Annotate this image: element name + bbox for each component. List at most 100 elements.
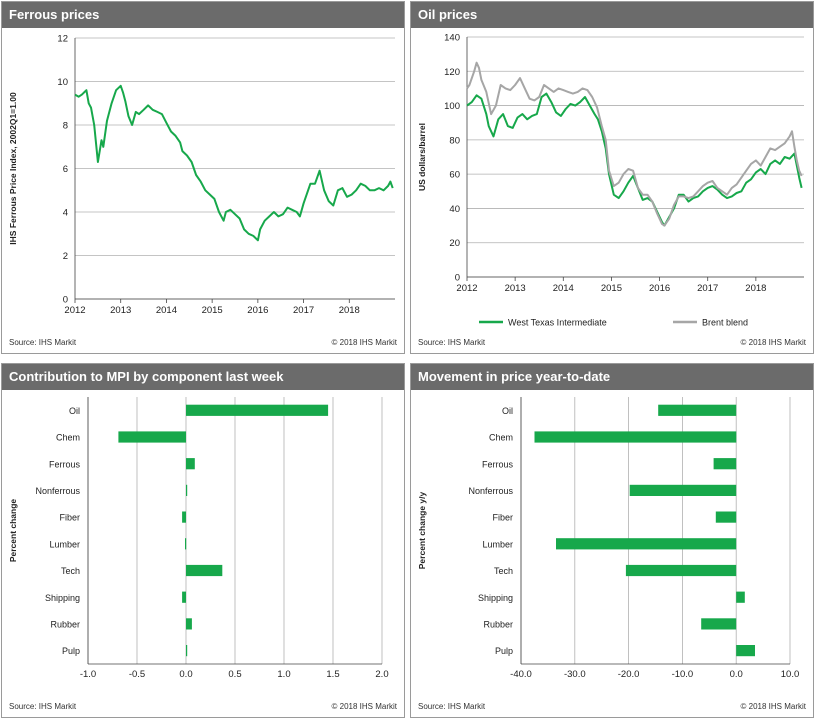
y-tick-label: 20	[449, 238, 460, 249]
copyright-note: © 2018 IHS Markit	[331, 702, 397, 711]
bar	[713, 458, 737, 470]
x-tick-label: 2015	[202, 305, 223, 316]
x-tick-label: 0.0	[730, 669, 743, 680]
panel-title: Contribution to MPI by component last we…	[2, 364, 404, 390]
bar	[556, 538, 737, 550]
category-label: Rubber	[50, 619, 80, 629]
ferrous-prices-panel: Ferrous prices 0 2 4 6 8 10 12 2012 2013 2014 2015…	[1, 1, 405, 354]
legend-label: West Texas Intermediate	[508, 318, 607, 328]
copyright-note: © 2018 IHS Markit	[740, 338, 806, 347]
category-label: Fiber	[59, 513, 80, 523]
x-tick-label: -1.0	[80, 669, 96, 680]
source-note: Source: IHS Markit	[418, 702, 486, 711]
x-tick-label: 2012	[456, 283, 477, 294]
category-label: Pulp	[62, 646, 80, 656]
movement-chart: -40.0 -30.0 -20.0 -10.0 0.0 10.0 Oil Chem Ferrou…	[417, 397, 800, 680]
bar	[186, 645, 188, 657]
category-label: Oil	[502, 406, 513, 416]
x-tick-label: 2012	[64, 305, 85, 316]
x-tick-label: 2014	[156, 305, 177, 316]
bar	[186, 404, 329, 416]
x-tick-label: 2013	[505, 283, 526, 294]
y-tick-label: 0	[63, 295, 68, 306]
category-label: Oil	[69, 406, 80, 416]
series-line	[74, 84, 394, 242]
x-tick-label: 2015	[601, 283, 622, 294]
x-tick-label: 2016	[649, 283, 670, 294]
category-label: Ferrous	[49, 459, 81, 469]
category-label: Nonferrous	[468, 486, 513, 496]
y-tick-label: 60	[449, 170, 460, 181]
category-label: Shipping	[478, 593, 513, 603]
x-tick-label: 10.0	[781, 669, 800, 680]
bar	[186, 618, 192, 630]
bar	[701, 618, 737, 630]
bar	[658, 404, 737, 416]
source-note: Source: IHS Markit	[9, 338, 77, 347]
movement-panel: Movement in price year-to-date -40.0 -30.…	[410, 363, 814, 718]
x-tick-label: 2014	[553, 283, 574, 294]
y-tick-label: 140	[444, 33, 460, 44]
oil-chart: 0 20 40 60 80 100 120 140 2012 2013 2014 2015 2016 20…	[417, 33, 804, 328]
bar	[736, 645, 755, 657]
bar	[118, 431, 186, 443]
y-tick-label: 2	[63, 251, 68, 262]
y-tick-label: 120	[444, 67, 460, 78]
x-tick-label: 2017	[697, 283, 718, 294]
y-tick-label: 4	[63, 208, 68, 219]
ferrous-chart: 0 2 4 6 8 10 12 2012 2013 2014 2015 2016 2017 2018 IHS…	[8, 34, 395, 316]
x-tick-label: -30.0	[564, 669, 586, 680]
contribution-chart: -1.0 -0.5 0.0 0.5 1.0 1.5 2.0 Oil Chem Ferrous Non…	[8, 397, 389, 680]
category-label: Lumber	[482, 539, 513, 549]
x-tick-label: 2018	[339, 305, 360, 316]
y-axis-title: IHS Ferrous Price Index, 2002Q1=1.00	[8, 92, 18, 245]
category-label: Tech	[494, 566, 513, 576]
series-line	[466, 92, 803, 227]
y-axis-title: Percent change y/y	[417, 491, 427, 569]
category-label: Rubber	[483, 619, 513, 629]
bar	[182, 591, 186, 603]
x-tick-label: 2018	[745, 283, 766, 294]
oil-prices-panel: Oil prices 0 20 40 60 80 100 120 140 2012 2013 201…	[410, 1, 814, 354]
y-tick-label: 12	[57, 34, 68, 45]
category-label: Pulp	[495, 646, 513, 656]
y-tick-label: 8	[63, 121, 68, 132]
copyright-note: © 2018 IHS Markit	[331, 338, 397, 347]
y-axis-title: US dollars/barrel	[417, 123, 427, 191]
series-line	[466, 61, 803, 227]
legend-label: Brent blend	[702, 318, 748, 328]
bar	[185, 538, 187, 550]
bar	[186, 484, 188, 496]
x-tick-label: 2017	[293, 305, 314, 316]
y-tick-label: 40	[449, 204, 460, 215]
x-tick-label: 2016	[247, 305, 268, 316]
bar	[629, 484, 737, 496]
category-label: Chem	[489, 433, 513, 443]
copyright-note: © 2018 IHS Markit	[740, 702, 806, 711]
x-tick-label: 2.0	[375, 669, 388, 680]
source-note: Source: IHS Markit	[9, 702, 77, 711]
category-label: Shipping	[45, 593, 80, 603]
x-tick-label: -0.5	[129, 669, 145, 680]
bar	[534, 431, 737, 443]
category-label: Nonferrous	[35, 486, 80, 496]
bar	[736, 591, 745, 603]
x-tick-label: -20.0	[618, 669, 640, 680]
bar	[715, 511, 737, 523]
y-axis-title: Percent change	[8, 499, 18, 563]
x-tick-label: 0.0	[179, 669, 192, 680]
category-label: Lumber	[49, 539, 80, 549]
contribution-panel: Contribution to MPI by component last we…	[1, 363, 405, 718]
x-tick-label: 1.0	[277, 669, 290, 680]
y-tick-label: 0	[455, 273, 460, 284]
category-label: Chem	[56, 433, 80, 443]
category-label: Ferrous	[482, 459, 514, 469]
category-label: Fiber	[492, 513, 513, 523]
category-label: Tech	[61, 566, 80, 576]
y-tick-label: 80	[449, 135, 460, 146]
y-tick-label: 6	[63, 164, 68, 175]
y-tick-label: 100	[444, 101, 460, 112]
x-tick-label: 1.5	[326, 669, 339, 680]
y-tick-label: 10	[57, 77, 68, 88]
bar	[186, 458, 195, 470]
